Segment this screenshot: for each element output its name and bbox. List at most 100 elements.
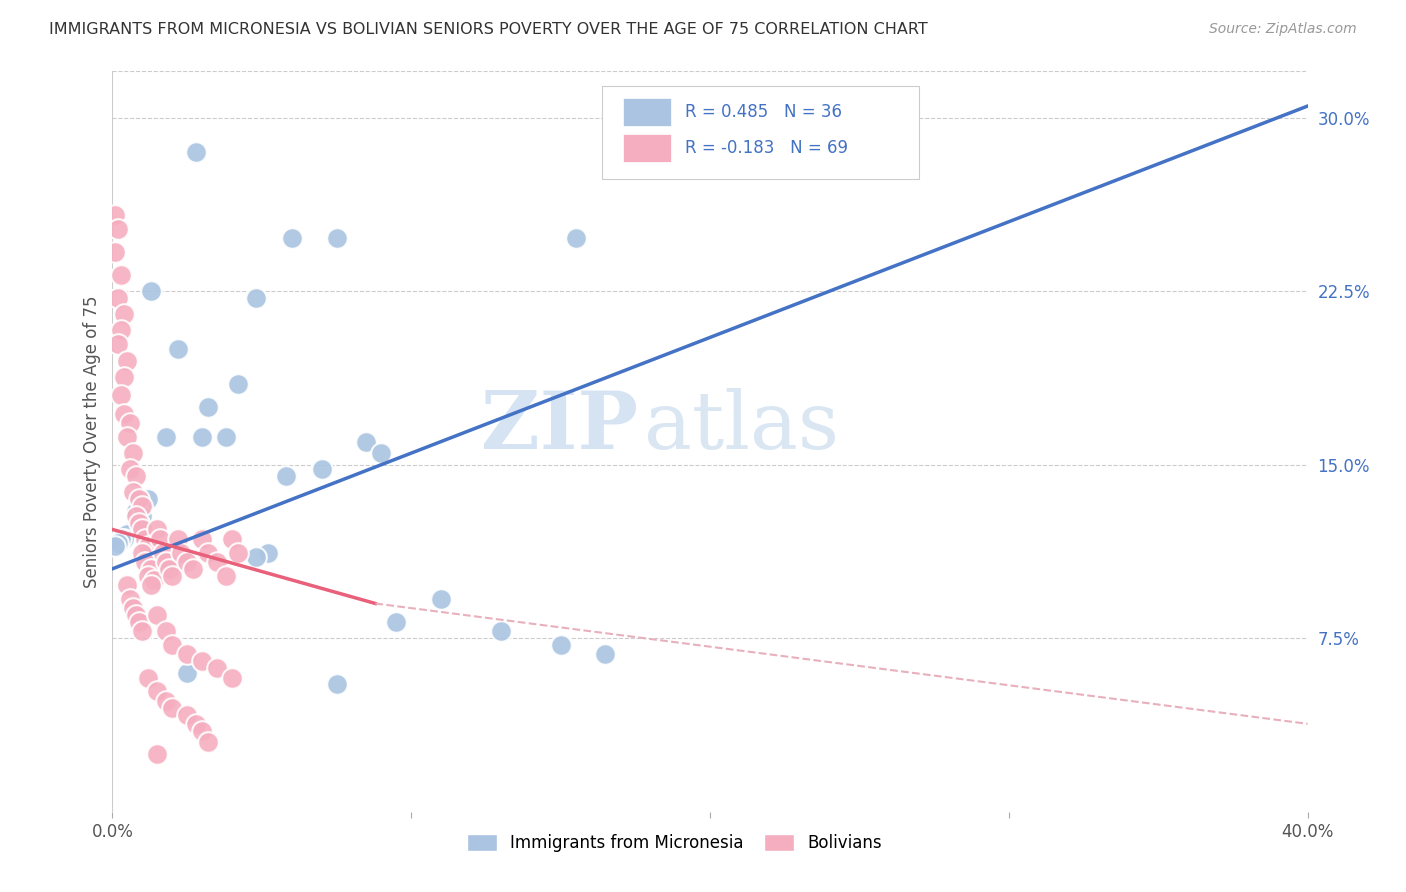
- Point: [205, 555, 228, 569]
- Point: [146, 684, 169, 698]
- Point: [550, 638, 572, 652]
- Point: [176, 665, 198, 680]
- Point: [104, 208, 127, 222]
- Point: [107, 221, 129, 235]
- Point: [191, 654, 214, 668]
- Point: [157, 562, 180, 576]
- Point: [143, 574, 166, 588]
- Point: [325, 231, 347, 245]
- Point: [122, 446, 145, 460]
- Text: IMMIGRANTS FROM MICRONESIA VS BOLIVIAN SENIORS POVERTY OVER THE AGE OF 75 CORREL: IMMIGRANTS FROM MICRONESIA VS BOLIVIAN S…: [49, 22, 928, 37]
- Point: [110, 324, 132, 338]
- Point: [245, 550, 267, 565]
- Point: [170, 545, 193, 560]
- Point: [162, 568, 183, 582]
- Point: [325, 677, 347, 691]
- Point: [128, 615, 150, 629]
- Point: [117, 527, 139, 541]
- Point: [564, 231, 586, 245]
- Point: [186, 145, 208, 160]
- Point: [197, 545, 219, 560]
- Point: [110, 268, 132, 282]
- Point: [117, 353, 139, 368]
- Point: [138, 492, 160, 507]
- Point: [114, 307, 135, 321]
- Point: [221, 532, 243, 546]
- Point: [104, 539, 127, 553]
- Point: [181, 562, 204, 576]
- Point: [162, 700, 183, 714]
- Point: [138, 539, 160, 553]
- Point: [274, 469, 297, 483]
- Point: [114, 407, 135, 421]
- Point: [221, 671, 243, 685]
- Point: [138, 568, 160, 582]
- Point: [155, 555, 177, 569]
- Point: [281, 231, 304, 245]
- Point: [141, 284, 163, 298]
- Point: [205, 661, 228, 675]
- Point: [122, 601, 145, 615]
- Point: [215, 430, 238, 444]
- Point: [114, 369, 135, 384]
- FancyBboxPatch shape: [603, 87, 920, 178]
- Point: [226, 376, 249, 391]
- Point: [110, 388, 132, 402]
- FancyBboxPatch shape: [623, 98, 671, 126]
- Point: [186, 716, 208, 731]
- Point: [114, 532, 135, 546]
- Point: [125, 508, 148, 523]
- Point: [117, 430, 139, 444]
- Point: [215, 568, 238, 582]
- Point: [146, 608, 169, 623]
- Point: [117, 578, 139, 592]
- Point: [257, 545, 280, 560]
- Point: [370, 446, 392, 460]
- Point: [120, 591, 142, 606]
- Point: [191, 532, 214, 546]
- Point: [155, 694, 177, 708]
- Point: [176, 707, 198, 722]
- Point: [176, 555, 198, 569]
- Point: [146, 523, 169, 537]
- Point: [131, 500, 153, 514]
- Text: ZIP: ZIP: [481, 388, 638, 466]
- Text: atlas: atlas: [644, 388, 839, 466]
- Point: [134, 532, 156, 546]
- Point: [125, 504, 148, 518]
- Point: [155, 624, 177, 639]
- Point: [245, 291, 267, 305]
- Point: [128, 516, 150, 530]
- Point: [122, 523, 145, 537]
- Point: [176, 648, 198, 662]
- Point: [128, 516, 150, 530]
- Point: [191, 430, 214, 444]
- Point: [120, 416, 142, 430]
- FancyBboxPatch shape: [623, 134, 671, 161]
- Point: [197, 400, 219, 414]
- Text: R = -0.183   N = 69: R = -0.183 N = 69: [685, 138, 848, 157]
- Point: [131, 545, 153, 560]
- Point: [138, 671, 160, 685]
- Point: [311, 462, 333, 476]
- Point: [131, 508, 153, 523]
- Point: [141, 578, 163, 592]
- Point: [131, 523, 153, 537]
- Point: [152, 545, 174, 560]
- Point: [489, 624, 512, 639]
- Point: [120, 527, 142, 541]
- Point: [110, 532, 132, 546]
- Point: [226, 545, 249, 560]
- Point: [122, 485, 145, 500]
- Point: [155, 430, 177, 444]
- Text: R = 0.485   N = 36: R = 0.485 N = 36: [685, 103, 842, 121]
- Point: [141, 562, 163, 576]
- Point: [125, 608, 148, 623]
- Point: [107, 291, 129, 305]
- Point: [107, 337, 129, 351]
- Point: [149, 532, 172, 546]
- Point: [595, 648, 617, 662]
- Point: [107, 536, 129, 550]
- Point: [120, 462, 142, 476]
- Point: [167, 532, 190, 546]
